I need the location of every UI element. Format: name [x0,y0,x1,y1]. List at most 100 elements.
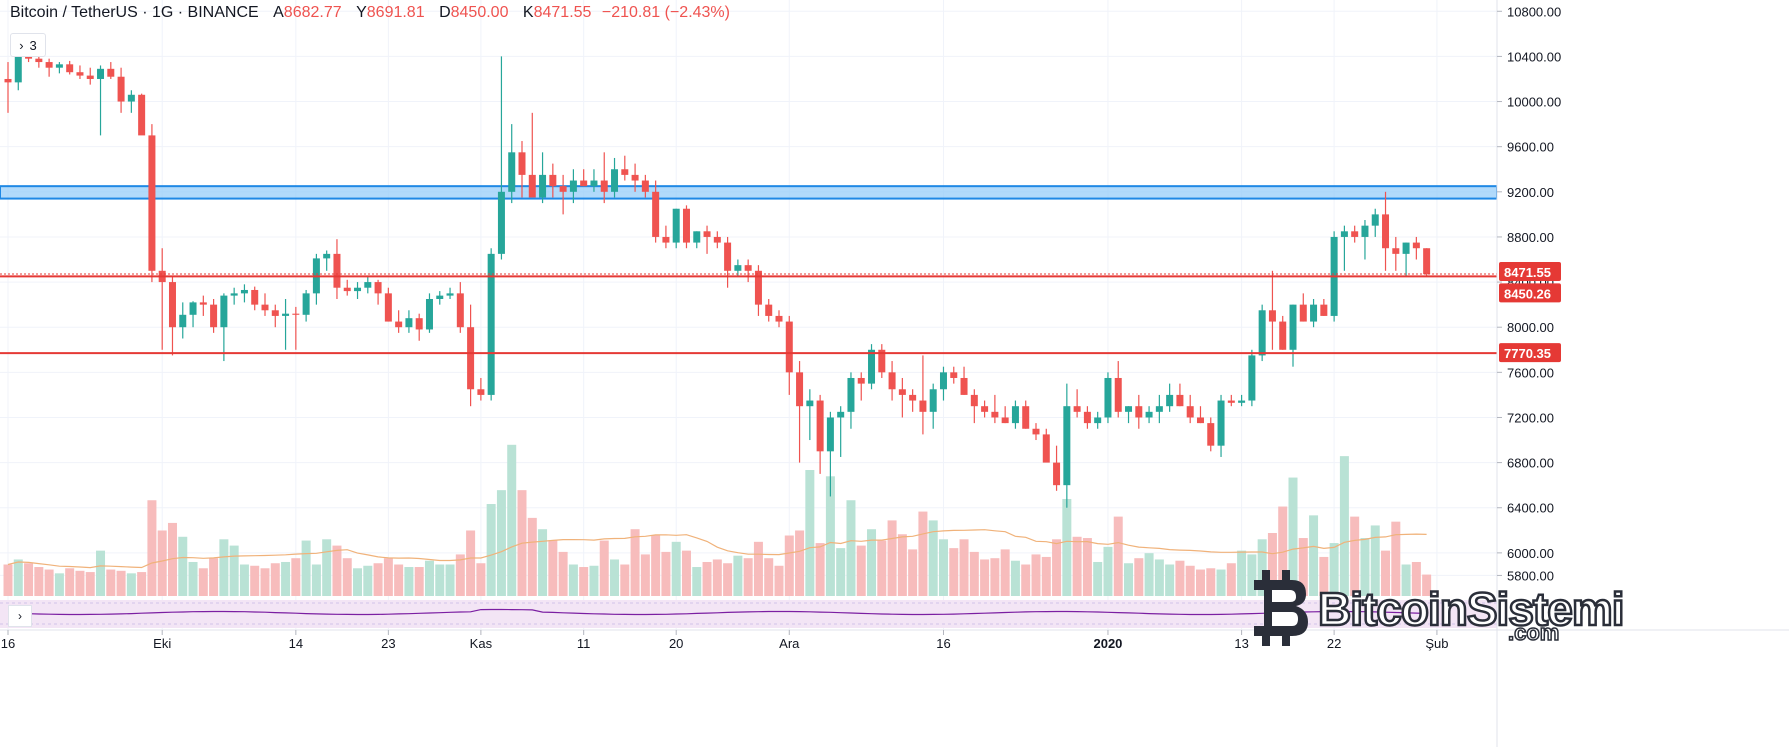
volume-bar [1329,543,1339,596]
candle-body [1382,214,1390,249]
volume-bar [96,550,106,596]
volume-bar [743,558,753,596]
candle-body [724,242,732,271]
candle-body [436,295,444,299]
y-tick-label: 10000.00 [1507,95,1561,110]
candle-body [1186,406,1194,418]
candle-body [148,135,156,271]
candle-body [1011,406,1019,424]
volume-bar [1298,538,1308,596]
candle-body [1402,242,1410,254]
candle-body [878,349,886,373]
y-tick-label: 8000.00 [1507,320,1554,335]
candle-body [960,377,968,395]
candle-body [415,318,423,330]
price-tag [1499,283,1561,303]
candle-body [138,94,146,136]
candle-body [662,236,670,243]
volume-bar [44,569,54,596]
price-axis[interactable]: 5800.00 6000.00 6400.00 6800.00 7200.00 7600.… [1496,0,1789,747]
candle-body [497,191,505,254]
volume-bar [404,567,414,596]
volume-bar [54,573,64,596]
candle-body [1258,310,1266,356]
volume-bar [949,548,959,596]
volume-bar [116,570,126,596]
open-label: A [273,4,284,21]
x-tick-label: 11 [577,636,591,651]
candle-body [240,289,248,294]
volume-bar [815,543,825,596]
y-tick-label: 5800.00 [1507,568,1554,583]
volume-bar [846,500,856,596]
candle-body [816,400,824,452]
candle-body [1268,310,1276,322]
volume-bar [1010,560,1020,596]
volume-bar [1206,568,1216,596]
volume-bar [1216,569,1226,596]
volume-bar [219,539,229,596]
volume-bar [1041,556,1051,596]
oscillator-toggle-button[interactable]: › [8,605,32,627]
volume-bar [507,444,517,596]
open-value: 8682.77 [283,4,342,21]
resistance-zone-rect [0,185,1498,200]
candle-body [333,253,341,288]
volume-bar [1154,559,1164,596]
volume-bar [85,572,95,596]
volume-bar [229,545,239,596]
candle-body [395,321,403,328]
time-axis[interactable]: 16 Eki 14 23 Kas 11 20 Ara 16 2020 13 22 Şub [0,629,1789,651]
volume-bar [270,563,280,596]
volume-bar [805,470,815,596]
candle-body [991,411,999,418]
indicator-count: 3 [29,37,37,53]
x-tick-label: Ara [779,636,800,651]
candle-body [1423,248,1431,275]
volume-bar [1370,525,1380,596]
volume-bar [1267,533,1277,596]
candle-body [569,180,577,192]
candle-body [847,377,855,412]
oscillator-line [7,608,1427,616]
volume-bar [589,565,599,596]
candle-body [868,349,876,384]
x-tick-label: 16 [1,636,15,651]
x-tick-label: 16 [936,636,950,651]
volume-bar [1031,554,1041,596]
candle-body [1042,434,1050,463]
candle-body [4,78,12,83]
x-tick-label: Eki [153,636,171,651]
candle-body [86,75,94,79]
volume-bar [188,561,198,596]
candle-body [467,327,475,390]
candle-body [1125,406,1133,412]
volume-bar [260,568,270,596]
candle-body [1351,231,1359,237]
candle-body [1032,428,1040,435]
volume-bar [579,567,589,596]
close-label: K [522,4,534,21]
x-tick-label: 22 [1327,636,1341,651]
low-value: 8450.00 [450,4,509,21]
candle-body [641,180,649,192]
volume-bar [651,535,661,596]
candle-body [693,231,701,243]
candle-body [631,174,639,181]
candle-body [1166,394,1174,407]
low-label: D [439,4,451,21]
candle-body [127,94,135,102]
chevron-right-icon: › [18,609,22,623]
candle-body [292,313,300,315]
candle-body [703,231,711,237]
candle-body [323,253,331,259]
volume-bar [1082,538,1092,596]
indicators-collapse-button[interactable]: › 3 [10,33,46,57]
x-tick-label: 14 [289,636,303,651]
candle-body [1392,248,1400,254]
x-tick-label: Kas [470,636,493,651]
change-value: −210.81 (−2.43%) [601,4,730,21]
volume-bar [106,569,116,596]
volume-bar [558,551,568,596]
